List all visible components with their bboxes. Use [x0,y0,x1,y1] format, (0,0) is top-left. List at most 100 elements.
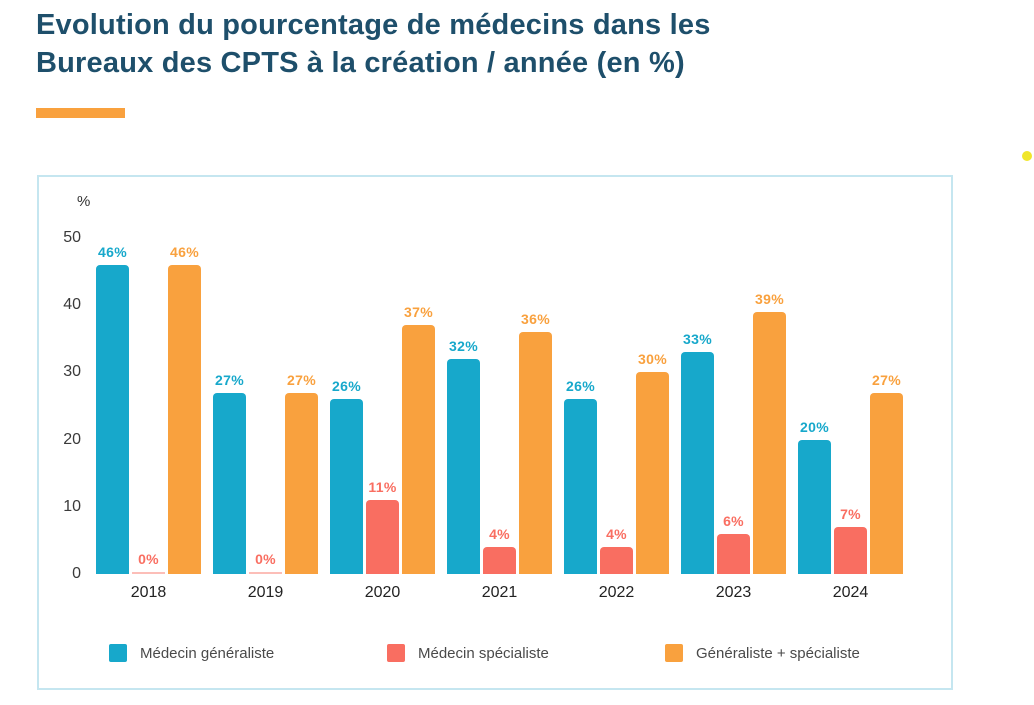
x-axis-label: 2020 [364,584,401,601]
y-axis-unit-label: % [77,193,91,210]
bar-column: 4% [483,526,516,574]
bar [798,439,831,574]
bar-column: 37% [402,304,435,574]
bar [681,352,714,574]
title-accent-bar [36,108,125,118]
bar [213,392,246,574]
bar [519,332,552,574]
bar-value-label: 27% [872,371,901,388]
y-axis-tick-label: 50 [63,229,81,246]
x-axis-label: 2024 [832,584,869,601]
x-axis-label: 2019 [247,584,284,601]
bar-column: 36% [519,311,552,574]
y-axis-tick-label: 40 [63,296,81,314]
bar-value-label: 26% [566,378,595,395]
bar-value-label: 4% [606,526,627,543]
bar [636,372,669,574]
bar [402,325,435,574]
bar-column: 6% [717,513,750,574]
bar-column: 20% [798,419,831,574]
y-axis: 0 10 20 30 40 50 [39,177,81,582]
chart-legend: Médecin généraliste Médecin spécialiste Gé… [109,644,943,662]
bar [168,264,201,574]
x-axis-label: 2022 [598,584,635,601]
bar-column: 46% [96,244,129,574]
bar [717,533,750,574]
bar-value-label: 37% [404,304,433,321]
bar [96,264,129,574]
bar [366,500,399,574]
bar-column: 27% [285,372,318,574]
bar-value-label: 26% [332,378,361,395]
bar-value-label: 0% [138,551,159,567]
bar-value-label: 7% [840,505,861,522]
bar-value-label: 33% [683,331,712,348]
legend-swatch [109,644,127,662]
bar-value-label: 0% [255,551,276,567]
bar-value-label: 46% [98,243,127,260]
bar-column: 0% [249,551,282,574]
bar [870,392,903,574]
bar-column: 39% [753,291,786,574]
y-axis-tick-label: 0 [72,565,81,582]
x-axis-label: 2023 [715,584,752,601]
bar-group: 32% 4% 36% 2021 [447,311,552,601]
bar [330,399,363,574]
bar-column: 7% [834,506,867,574]
bar [564,399,597,574]
bar-column: 32% [447,338,480,574]
bar-row: 32% 4% 36% [447,311,552,574]
chart-card: % 0 10 20 30 40 50 46% 0% 46% 2018 27% 0% 27% 2019 26… [37,175,953,690]
bar-column: 27% [870,372,903,574]
bar-column: 26% [330,378,363,574]
y-axis-tick-label: 30 [63,363,81,381]
bar-group: 20% 7% 27% 2024 [798,372,903,601]
bar-value-label: 27% [287,371,316,388]
bar [600,547,633,574]
x-axis-label: 2018 [130,584,167,601]
bar-value-label: 32% [449,337,478,354]
bar-group: 33% 6% 39% 2023 [681,291,786,601]
bar-column: 27% [213,372,246,574]
bar-group: 46% 0% 46% 2018 [96,244,201,601]
legend-swatch [665,644,683,662]
bar-row: 26% 11% 37% [330,304,435,574]
legend-label: Médecin généraliste [140,644,275,662]
bar-value-label: 36% [521,311,550,328]
bar-column: 4% [600,526,633,574]
bar-column: 11% [366,479,399,574]
bar-row: 27% 0% 27% [213,372,318,574]
bar-row: 33% 6% 39% [681,291,786,574]
bar [753,311,786,574]
legend-item: Généraliste + spécialiste [665,644,943,662]
bar-value-label: 11% [368,479,397,496]
bar [285,392,318,574]
plot-area: 46% 0% 46% 2018 27% 0% 27% 2019 26% 11% 37% 2020 32%… [96,177,903,601]
bar-column: 0% [132,551,165,574]
bar-row: 20% 7% 27% [798,372,903,574]
bar-column: 26% [564,378,597,574]
y-axis-tick-label: 10 [63,497,81,515]
legend-swatch [387,644,405,662]
bar-value-label: 39% [755,290,784,307]
bar-value-label: 27% [215,371,244,388]
bar-value-label: 46% [170,243,199,260]
page-title: Evolution du pourcentage de médecins dan… [36,9,711,80]
x-axis-label: 2021 [481,584,518,601]
y-axis-tick-label: 20 [63,430,81,448]
bar-group: 27% 0% 27% 2019 [213,372,318,601]
bar-row: 26% 4% 30% [564,351,669,574]
legend-item: Médecin généraliste [109,644,387,662]
bar [132,572,165,574]
bar-column: 33% [681,331,714,574]
legend-label: Généraliste + spécialiste [696,644,860,662]
bar [249,572,282,574]
decor-yellow-dot [1022,151,1032,161]
bar-column: 30% [636,351,669,574]
legend-item: Médecin spécialiste [387,644,665,662]
bar-group: 26% 4% 30% 2022 [564,351,669,601]
bar-column: 46% [168,244,201,574]
bar-group: 26% 11% 37% 2020 [330,304,435,601]
bar-value-label: 6% [723,512,744,529]
legend-label: Médecin spécialiste [418,644,549,662]
